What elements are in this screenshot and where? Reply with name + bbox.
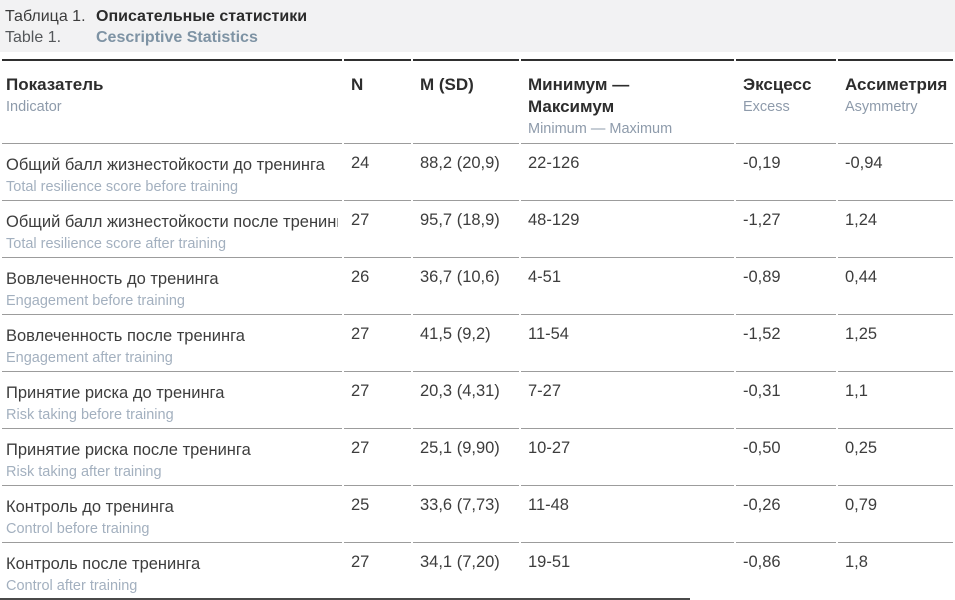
min-max-cell: 19-51 [521, 542, 734, 599]
min-max-cell: 10-27 [521, 428, 734, 485]
m-sd-cell: 36,7 (10,6) [413, 257, 519, 314]
indicator-cell: Вовлеченность после тренинга Engagement … [2, 314, 342, 371]
asymmetry-cell: -0,94 [838, 143, 953, 200]
table-row: Вовлеченность после тренинга Engagement … [2, 314, 953, 371]
caption-en-title: Cescriptive Statistics [96, 29, 258, 46]
n-cell: 26 [344, 257, 411, 314]
indicator-en: Total resilience score before training [6, 179, 239, 195]
table-bottom-rule [0, 598, 690, 600]
header-ru: Ассиметрия [845, 75, 948, 94]
min-max-cell: 11-54 [521, 314, 734, 371]
asymmetry-cell: 0,79 [838, 485, 953, 542]
table-row: Общий балл жизнестойкости после тренинга… [2, 200, 953, 257]
asymmetry-cell: 1,25 [838, 314, 953, 371]
indicator-cell: Принятие риска до тренинга Risk taking b… [2, 371, 342, 428]
n-cell: 27 [344, 371, 411, 428]
header-ru: Эксцесс [743, 75, 812, 94]
header-ru: N [351, 75, 364, 94]
table-row: Принятие риска после тренинга Risk takin… [2, 428, 953, 485]
excess-cell: -0,50 [736, 428, 836, 485]
indicator-ru: Принятие риска до тренинга [6, 384, 225, 402]
indicator-cell: Принятие риска после тренинга Risk takin… [2, 428, 342, 485]
asymmetry-cell: 1,24 [838, 200, 953, 257]
header-en: Asymmetry [845, 99, 918, 115]
table-row: Контроль после тренинга Control after tr… [2, 542, 953, 599]
header-row: Показатель Indicator N M (SD) Минимум — … [2, 59, 953, 143]
m-sd-cell: 95,7 (18,9) [413, 200, 519, 257]
indicator-cell: Контроль после тренинга Control after tr… [2, 542, 342, 599]
table-row: Общий балл жизнестойкости до тренинга To… [2, 143, 953, 200]
m-sd-cell: 25,1 (9,90) [413, 428, 519, 485]
indicator-ru: Общий балл жизнестойкости до тренинга [6, 156, 325, 174]
indicator-cell: Общий балл жизнестойкости до тренинга To… [2, 143, 342, 200]
header-en: Minimum — Maximum [528, 121, 673, 137]
n-cell: 24 [344, 143, 411, 200]
indicator-cell: Контроль до тренинга Control before trai… [2, 485, 342, 542]
caption-ru-prefix: Таблица 1. [5, 8, 86, 25]
statistics-table: Показатель Indicator N M (SD) Минимум — … [0, 59, 955, 599]
indicator-cell: Общий балл жизнестойкости после тренинга… [2, 200, 342, 257]
indicator-cell: Вовлеченность до тренинга Engagement bef… [2, 257, 342, 314]
excess-cell: -1,52 [736, 314, 836, 371]
excess-cell: -0,86 [736, 542, 836, 599]
column-header-excess: Эксцесс Excess [736, 59, 836, 143]
caption-en: Table 1. Cescriptive Statistics [5, 27, 947, 48]
column-header-asymmetry: Ассиметрия Asymmetry [838, 59, 953, 143]
caption-en-prefix: Table 1. [5, 29, 62, 46]
table-row: Контроль до тренинга Control before trai… [2, 485, 953, 542]
m-sd-cell: 34,1 (7,20) [413, 542, 519, 599]
indicator-en: Total resilience score after training [6, 236, 227, 252]
table-row: Принятие риска до тренинга Risk taking b… [2, 371, 953, 428]
asymmetry-cell: 1,1 [838, 371, 953, 428]
min-max-cell: 4-51 [521, 257, 734, 314]
excess-cell: -0,89 [736, 257, 836, 314]
asymmetry-cell: 0,25 [838, 428, 953, 485]
n-cell: 27 [344, 314, 411, 371]
excess-cell: -0,19 [736, 143, 836, 200]
min-max-cell: 7-27 [521, 371, 734, 428]
column-header-min-max: Минимум — Максимум Minimum — Maximum [521, 59, 734, 143]
indicator-en: Control before training [6, 521, 150, 537]
indicator-ru: Вовлеченность до тренинга [6, 270, 219, 288]
indicator-ru: Контроль до тренинга [6, 498, 174, 516]
caption-ru-title: Описательные статистики [96, 8, 308, 25]
min-max-cell: 48-129 [521, 200, 734, 257]
n-cell: 27 [344, 542, 411, 599]
min-max-cell: 22-126 [521, 143, 734, 200]
n-cell: 27 [344, 428, 411, 485]
table-caption: Таблица 1. Описательные статистики Table … [0, 0, 955, 52]
excess-cell: -1,27 [736, 200, 836, 257]
excess-cell: -0,31 [736, 371, 836, 428]
column-header-n: N [344, 59, 411, 143]
indicator-en: Engagement before training [6, 293, 185, 309]
column-header-indicator: Показатель Indicator [2, 59, 342, 143]
column-header-m-sd: M (SD) [413, 59, 519, 143]
indicator-en: Control after training [6, 578, 138, 594]
m-sd-cell: 41,5 (9,2) [413, 314, 519, 371]
m-sd-cell: 33,6 (7,73) [413, 485, 519, 542]
header-en: Indicator [6, 99, 62, 115]
indicator-en: Risk taking before training [6, 407, 174, 423]
indicator-ru: Общий балл жизнестойкости после тренинга [6, 213, 338, 231]
indicator-ru: Вовлеченность после тренинга [6, 327, 245, 345]
caption-ru: Таблица 1. Описательные статистики [5, 6, 947, 27]
header-ru: M (SD) [420, 75, 474, 94]
indicator-en: Risk taking after training [6, 464, 162, 480]
indicator-en: Engagement after training [6, 350, 173, 366]
table-row: Вовлеченность до тренинга Engagement bef… [2, 257, 953, 314]
asymmetry-cell: 1,8 [838, 542, 953, 599]
indicator-ru: Контроль после тренинга [6, 555, 201, 573]
header-ru: Показатель [6, 75, 104, 94]
m-sd-cell: 20,3 (4,31) [413, 371, 519, 428]
min-max-cell: 11-48 [521, 485, 734, 542]
indicator-ru: Принятие риска после тренинга [6, 441, 251, 459]
header-en: Excess [743, 99, 790, 115]
excess-cell: -0,26 [736, 485, 836, 542]
asymmetry-cell: 0,44 [838, 257, 953, 314]
n-cell: 27 [344, 200, 411, 257]
n-cell: 25 [344, 485, 411, 542]
m-sd-cell: 88,2 (20,9) [413, 143, 519, 200]
header-ru: Минимум — Максимум [528, 75, 630, 116]
